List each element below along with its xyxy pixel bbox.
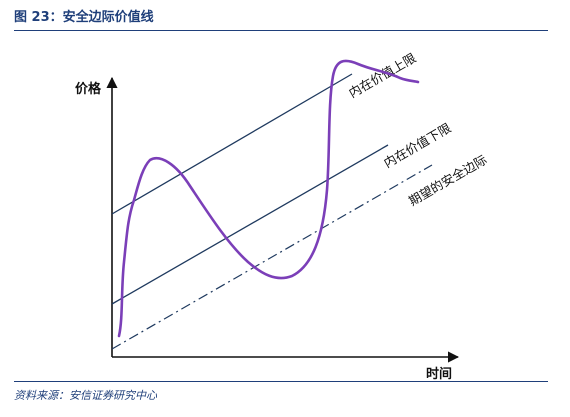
figure-title: 图 23：安全边际价值线 [14,10,154,25]
upper-value-line [111,73,353,215]
x-axis-label: 时间 [426,366,452,382]
safety-margin-line [111,164,433,350]
price-curve [117,59,420,338]
title-divider [14,30,548,31]
lower-value-label: 内在价值下限 [381,120,454,171]
upper-value-label: 内在价值上限 [346,50,419,101]
y-axis-label: 价格 [75,81,102,97]
source-note: 资料来源：安信证券研究中心 [14,389,157,402]
safety-margin-label: 期望的安全边际 [406,152,489,209]
lower-value-line [111,144,389,305]
source-divider [14,381,548,382]
